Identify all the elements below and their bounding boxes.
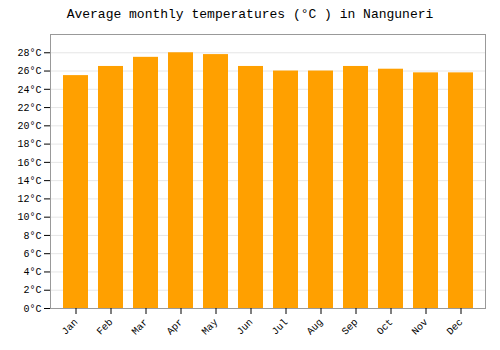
svg-text:Jan: Jan xyxy=(60,317,81,338)
svg-text:26°C: 26°C xyxy=(17,66,41,77)
svg-text:Jun: Jun xyxy=(235,317,256,338)
svg-text:Dec: Dec xyxy=(445,317,466,338)
svg-text:Sep: Sep xyxy=(340,317,361,338)
svg-text:6°C: 6°C xyxy=(23,249,41,260)
svg-text:May: May xyxy=(200,317,221,338)
svg-text:24°C: 24°C xyxy=(17,85,41,96)
svg-text:Jul: Jul xyxy=(270,317,291,338)
svg-text:Aug: Aug xyxy=(305,317,326,338)
svg-text:Oct: Oct xyxy=(375,317,396,338)
svg-text:0°C: 0°C xyxy=(23,304,41,315)
svg-text:Apr: Apr xyxy=(165,317,186,338)
html-text:Average monthly temperatures (: Average monthly temperatures (°C ) in Na… xyxy=(66,7,434,22)
svg-text:12°C: 12°C xyxy=(17,194,41,205)
svg-text:Mar: Mar xyxy=(130,317,151,338)
svg-text:20°C: 20°C xyxy=(17,121,41,132)
svg-text:Nov: Nov xyxy=(410,317,431,338)
svg-text:10°C: 10°C xyxy=(17,212,41,223)
svg-text:8°C: 8°C xyxy=(23,231,41,242)
svg-text:28°C: 28°C xyxy=(17,48,41,59)
svg-text:14°C: 14°C xyxy=(17,176,41,187)
svg-text:16°C: 16°C xyxy=(17,158,41,169)
svg-text:4°C: 4°C xyxy=(23,267,41,278)
svg-text:22°C: 22°C xyxy=(17,103,41,114)
svg-text:Feb: Feb xyxy=(95,317,116,338)
svg-text:2°C: 2°C xyxy=(23,285,41,296)
svg-text:18°C: 18°C xyxy=(17,139,41,150)
